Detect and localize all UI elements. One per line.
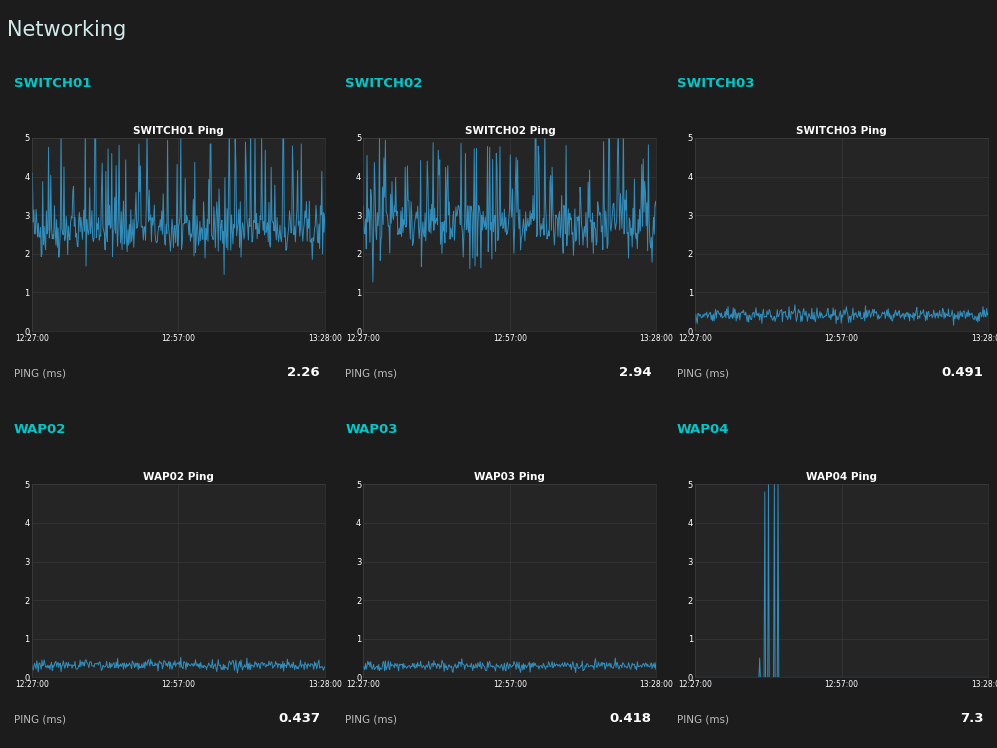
Text: PING (ms): PING (ms) xyxy=(14,369,66,378)
Text: PING (ms): PING (ms) xyxy=(677,715,729,725)
Title: SWITCH02 Ping: SWITCH02 Ping xyxy=(465,126,555,136)
Text: WAP03: WAP03 xyxy=(345,423,398,436)
Text: SWITCH01: SWITCH01 xyxy=(14,77,91,90)
Text: SWITCH02: SWITCH02 xyxy=(345,77,423,90)
Text: WAP02: WAP02 xyxy=(14,423,66,436)
Text: 0.418: 0.418 xyxy=(609,712,652,725)
Text: 2.26: 2.26 xyxy=(287,366,320,378)
Text: PING (ms): PING (ms) xyxy=(14,715,66,725)
Text: Networking: Networking xyxy=(7,19,127,40)
Text: 0.437: 0.437 xyxy=(278,712,320,725)
Text: WAP04: WAP04 xyxy=(677,423,730,436)
Text: 0.491: 0.491 xyxy=(941,366,983,378)
Title: WAP03 Ping: WAP03 Ping xyxy=(475,472,545,482)
Text: PING (ms): PING (ms) xyxy=(345,715,398,725)
Text: 2.94: 2.94 xyxy=(619,366,652,378)
Title: WAP02 Ping: WAP02 Ping xyxy=(143,472,213,482)
Text: SWITCH03: SWITCH03 xyxy=(677,77,755,90)
Title: SWITCH03 Ping: SWITCH03 Ping xyxy=(797,126,887,136)
Title: SWITCH01 Ping: SWITCH01 Ping xyxy=(133,126,223,136)
Text: PING (ms): PING (ms) xyxy=(345,369,398,378)
Text: PING (ms): PING (ms) xyxy=(677,369,729,378)
Title: WAP04 Ping: WAP04 Ping xyxy=(806,472,877,482)
Text: 7.3: 7.3 xyxy=(960,712,983,725)
